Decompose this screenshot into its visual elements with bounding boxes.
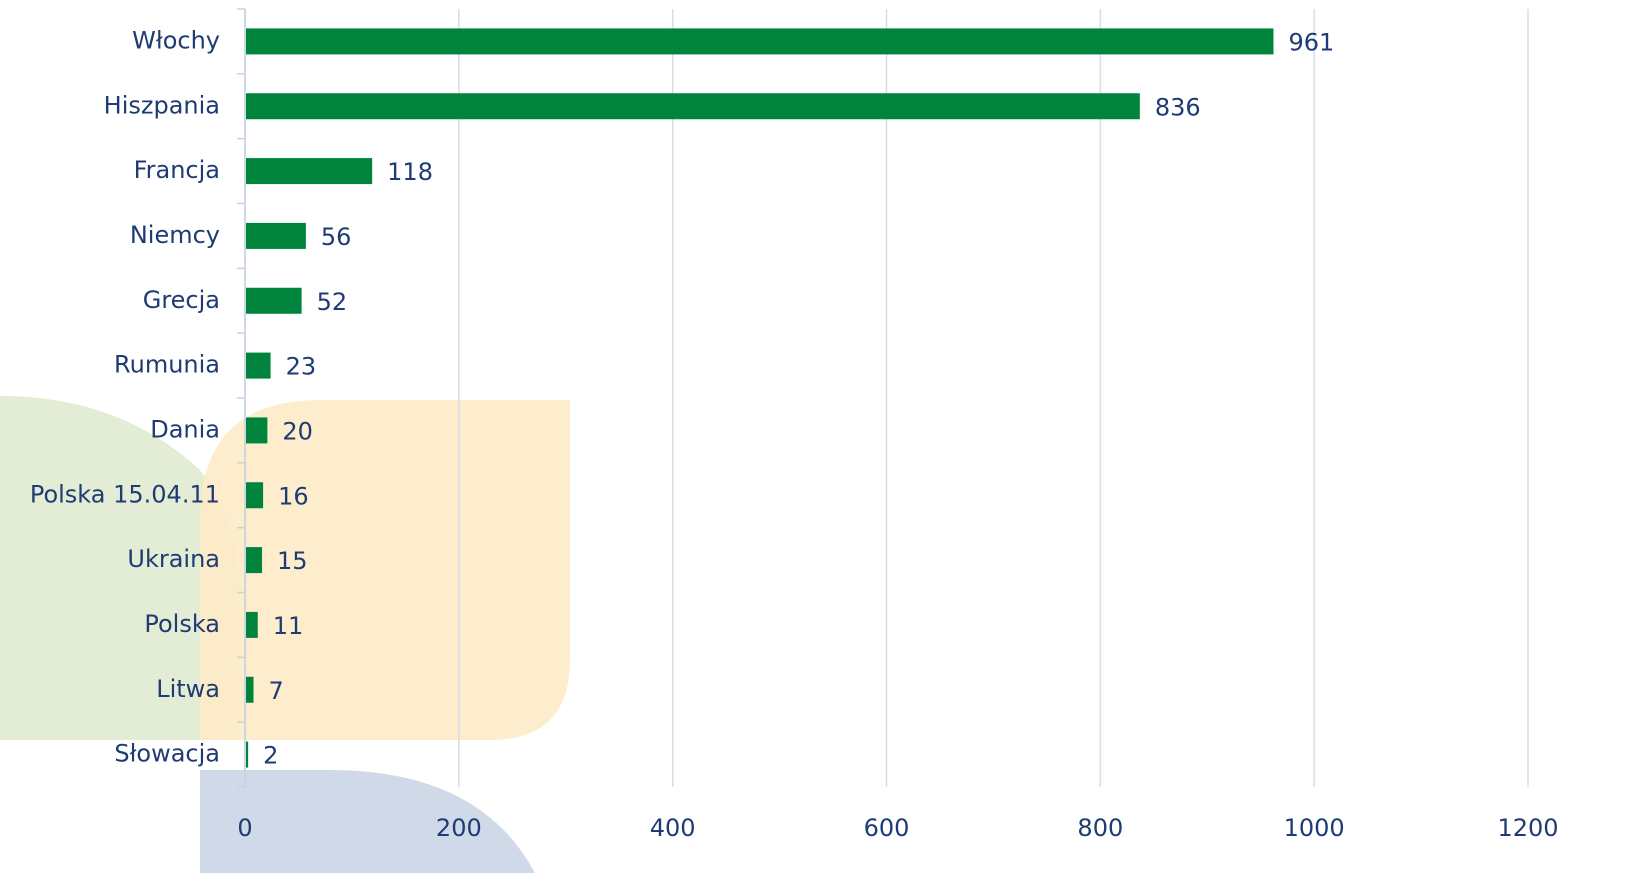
y-tick-label: Niemcy <box>130 221 220 249</box>
y-tick-label: Dania <box>150 415 220 443</box>
value-label: 2 <box>263 742 278 770</box>
value-label: 20 <box>282 417 313 445</box>
bar <box>246 353 271 379</box>
value-label: 961 <box>1288 28 1334 56</box>
value-label: 52 <box>317 288 348 316</box>
y-tick-label: Litwa <box>156 675 220 703</box>
x-tick-label: 200 <box>436 814 482 842</box>
y-tick-label: Polska 15.04.11 <box>30 480 220 508</box>
y-tick-label: Ukraina <box>127 545 220 573</box>
value-label: 7 <box>268 677 283 705</box>
x-tick-label: 1000 <box>1284 814 1345 842</box>
value-label: 15 <box>277 547 308 575</box>
bar <box>246 482 263 508</box>
x-tick-label: 800 <box>1077 814 1123 842</box>
value-label: 11 <box>273 612 304 640</box>
y-tick-label: Rumunia <box>114 351 220 379</box>
bar <box>246 417 267 443</box>
value-label: 836 <box>1155 93 1201 121</box>
y-tick-label: Włochy <box>132 26 220 54</box>
value-label: 23 <box>286 353 317 381</box>
bar <box>246 547 262 573</box>
y-tick-label: Francja <box>134 156 220 184</box>
bar <box>246 742 248 768</box>
chart: 0 200 400 600 800 1000 1200 Włochy 961 Hiszpania 8… <box>0 0 1626 873</box>
y-tick-label: Hiszpania <box>104 91 220 119</box>
bar <box>246 288 302 314</box>
value-label: 16 <box>278 482 309 510</box>
bar <box>246 93 1140 119</box>
y-tick-label: Grecja <box>143 286 220 314</box>
bar <box>246 677 253 703</box>
x-tick-label: 600 <box>864 814 910 842</box>
bar <box>246 223 306 249</box>
bar <box>246 28 1273 54</box>
y-tick-label: Polska <box>144 610 220 638</box>
bar <box>246 612 258 638</box>
x-tick-label: 0 <box>237 814 252 842</box>
value-label: 56 <box>321 223 352 251</box>
y-tick-label: Słowacja <box>114 740 220 768</box>
x-tick-label: 1200 <box>1497 814 1558 842</box>
x-tick-label: 400 <box>650 814 696 842</box>
value-label: 118 <box>387 158 433 186</box>
bar <box>246 158 372 184</box>
